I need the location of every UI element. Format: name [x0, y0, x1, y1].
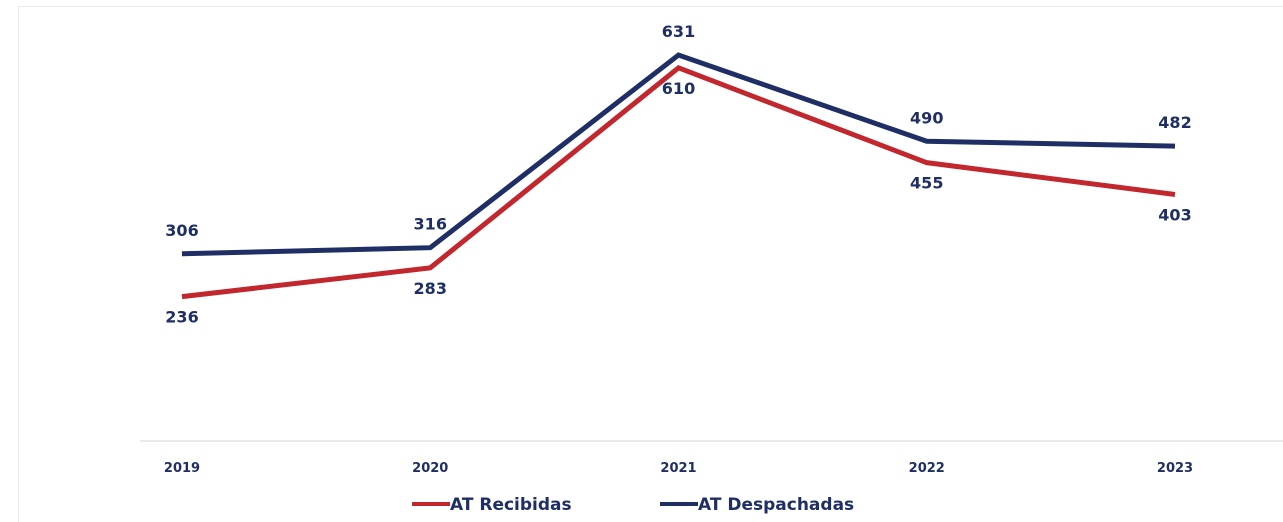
data-label-s1-2023: 403 — [1158, 205, 1191, 224]
frame-border-left — [18, 6, 19, 522]
x-tick-layer: 2019 2020 2021 2022 2023 — [164, 461, 1193, 476]
data-label-s2-2023: 482 — [1158, 113, 1191, 132]
data-label-layer: 236 283 610 455 403 306 316 631 490 482 — [165, 22, 1191, 327]
x-tick-label-2021: 2021 — [660, 461, 696, 476]
data-label-s1-2020: 283 — [414, 279, 447, 298]
legend: AT Recibidas AT Despachadas — [412, 495, 854, 515]
legend-item-2: AT Despachadas — [660, 495, 854, 515]
legend-item-1: AT Recibidas — [412, 495, 572, 515]
data-label-s1-2019: 236 — [165, 308, 198, 327]
data-label-s2-2021: 631 — [662, 22, 695, 41]
data-label-s2-2019: 306 — [165, 221, 198, 240]
frame-border-top — [18, 6, 1283, 7]
legend-label-2: AT Despachadas — [698, 495, 854, 515]
x-tick-label-2023: 2023 — [1157, 461, 1193, 476]
data-label-s2-2020: 316 — [414, 215, 447, 234]
data-label-s1-2021: 610 — [662, 79, 695, 98]
x-tick-label-2019: 2019 — [164, 461, 200, 476]
legend-label-1: AT Recibidas — [450, 495, 572, 515]
data-label-s1-2022: 455 — [910, 174, 943, 193]
series-line-2 — [181, 52, 1176, 257]
data-label-s2-2022: 490 — [910, 108, 943, 127]
series-layer — [181, 52, 1176, 300]
series-line-1 — [181, 64, 1176, 300]
x-tick-label-2020: 2020 — [412, 461, 448, 476]
x-tick-label-2022: 2022 — [909, 461, 945, 476]
